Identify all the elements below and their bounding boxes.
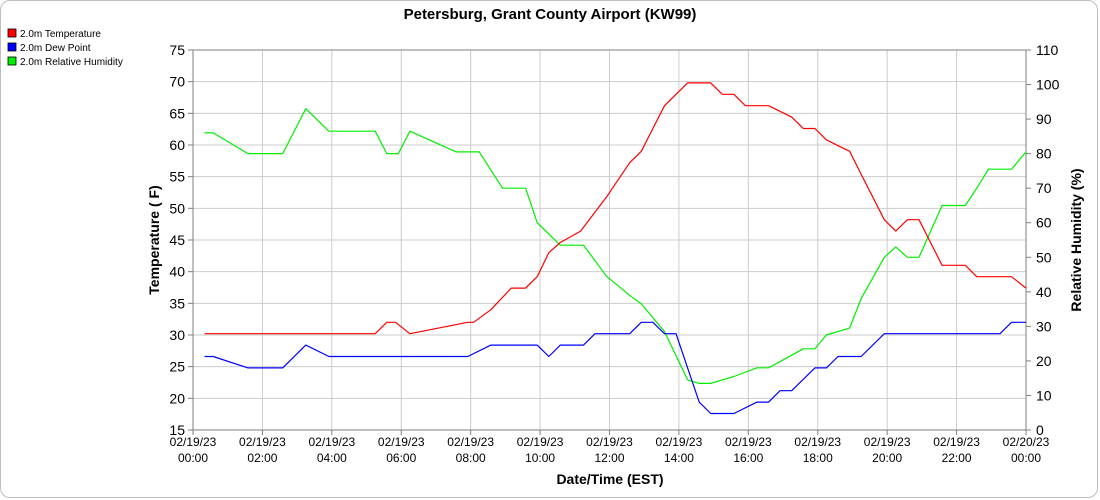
- x-tick-label-time: 18:00: [803, 451, 833, 465]
- y-tick-label: 40: [169, 264, 185, 280]
- y2-tick-label: 100: [1036, 77, 1060, 93]
- x-tick-label-time: 00:00: [1011, 451, 1041, 465]
- x-tick-label-date: 02/19/23: [447, 435, 494, 449]
- y2-tick-label: 10: [1036, 387, 1052, 403]
- x-tick-label-time: 02:00: [247, 451, 277, 465]
- series-lines: [204, 82, 1027, 415]
- series-line-2-0m-temperature: [204, 82, 1027, 335]
- x-tick-label-time: 06:00: [386, 451, 416, 465]
- y2-tick-label: 60: [1036, 215, 1052, 231]
- legend: 2.0m Temperature 2.0m Dew Point 2.0m Relat…: [7, 28, 123, 68]
- y-tick-label: 75: [169, 42, 185, 58]
- chart-title: Petersburg, Grant County Airport (KW99): [404, 6, 697, 23]
- y-tick-label: 50: [169, 200, 185, 216]
- x-tick-label-date: 02/19/23: [933, 435, 980, 449]
- x-tick-label-date: 02/20/23: [1003, 435, 1050, 449]
- y2-tick-label: 80: [1036, 146, 1052, 162]
- y-axis-right-ticks: 0 10 20 30 40 50 60 70 80 90 100 110: [1026, 42, 1060, 438]
- x-tick-label-time: 16:00: [733, 451, 763, 465]
- x-tick-label-date: 02/19/23: [794, 435, 841, 449]
- y-axis-left-ticks: 15 20 25 30 35 40 45 50 55 60 65 70 75: [169, 42, 193, 438]
- x-tick-label-date: 02/19/23: [517, 435, 564, 449]
- x-tick-label-date: 02/19/23: [864, 435, 911, 449]
- y-tick-label: 20: [169, 390, 185, 406]
- y-tick-label: 45: [169, 232, 185, 248]
- x-tick-label-date: 02/19/23: [308, 435, 355, 449]
- legend-swatch: [7, 56, 17, 66]
- legend-label: 2.0m Temperature: [20, 29, 101, 40]
- x-tick-label-date: 02/19/23: [170, 435, 217, 449]
- x-tick-label-time: 12:00: [594, 451, 624, 465]
- y2-tick-label: 20: [1036, 353, 1052, 369]
- y2-tick-label: 0: [1036, 422, 1044, 438]
- x-tick-label-date: 02/19/23: [378, 435, 425, 449]
- x-tick-label-date: 02/19/23: [656, 435, 703, 449]
- x-tick-label-date: 02/19/23: [239, 435, 286, 449]
- x-axis-title: Date/Time (EST): [556, 471, 663, 487]
- x-tick-label-time: 14:00: [664, 451, 694, 465]
- x-axis-ticks: 02/19/23 00:00 02/19/23 02:00 02/19/23 04:00 0…: [170, 430, 1050, 465]
- y-tick-label: 25: [169, 359, 185, 375]
- x-tick-label-time: 20:00: [872, 451, 902, 465]
- y-tick-label: 35: [169, 295, 185, 311]
- legend-label: 2.0m Relative Humidity: [20, 57, 123, 68]
- x-tick-label-time: 04:00: [317, 451, 347, 465]
- y2-tick-label: 70: [1036, 180, 1052, 196]
- series-line-2-0m-dew-point: [204, 321, 1026, 415]
- y-tick-label: 65: [169, 105, 185, 121]
- y2-tick-label: 30: [1036, 318, 1052, 334]
- y-tick-label: 30: [169, 327, 185, 343]
- y2-tick-label: 40: [1036, 284, 1052, 300]
- y-tick-label: 55: [169, 169, 185, 185]
- series-line-2-0m-relative-humidity: [204, 108, 1027, 384]
- y-tick-label: 60: [169, 137, 185, 153]
- x-tick-label-date: 02/19/23: [586, 435, 633, 449]
- y-tick-label: 15: [169, 422, 185, 438]
- x-tick-label-time: 10:00: [525, 451, 555, 465]
- legend-label: 2.0m Dew Point: [20, 43, 91, 54]
- x-tick-label-time: 22:00: [942, 451, 972, 465]
- x-tick-label-time: 00:00: [178, 451, 208, 465]
- y2-tick-label: 110: [1036, 42, 1059, 58]
- x-tick-label-date: 02/19/23: [725, 435, 772, 449]
- y-tick-label: 70: [169, 74, 185, 90]
- x-tick-label-time: 08:00: [456, 451, 486, 465]
- grid: [192, 49, 1027, 431]
- y2-tick-label: 50: [1036, 249, 1052, 265]
- legend-swatch: [7, 42, 17, 52]
- y-axis-left-title: Temperature ( F): [146, 185, 162, 294]
- y-axis-right-title: Relative Humidity (%): [1068, 168, 1084, 311]
- legend-swatch: [7, 28, 17, 38]
- y2-tick-label: 90: [1036, 111, 1052, 127]
